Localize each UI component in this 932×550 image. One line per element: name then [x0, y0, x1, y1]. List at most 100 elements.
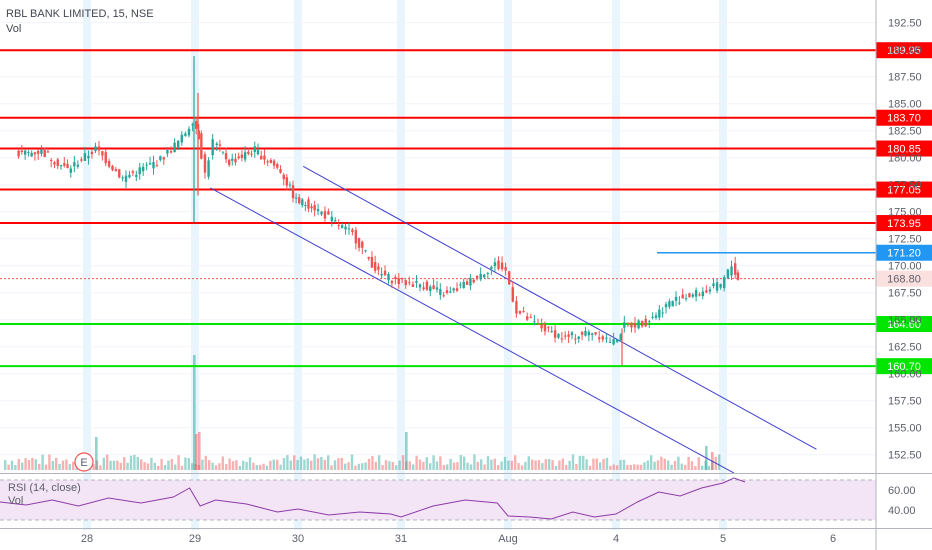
volume-bar — [255, 465, 258, 470]
candle-body — [616, 339, 619, 342]
volume-bar — [92, 464, 95, 470]
volume-bar — [507, 460, 510, 470]
candle-body — [626, 322, 630, 324]
candle-body — [715, 282, 719, 291]
volume-bar — [384, 460, 388, 470]
candle-body — [266, 161, 269, 163]
candle-body — [452, 288, 455, 291]
candle-body — [637, 320, 640, 329]
candle-body — [272, 160, 276, 166]
candle-body — [594, 332, 597, 335]
volume-bar — [673, 460, 677, 470]
candle-body — [135, 174, 138, 177]
candle-body — [511, 287, 514, 302]
candle-body — [347, 228, 351, 230]
candle-body — [630, 322, 633, 328]
candle-body — [94, 146, 97, 152]
volume-bar — [585, 459, 588, 470]
volume-bar — [24, 458, 27, 470]
volume-bar — [483, 464, 486, 470]
volume-bar — [102, 457, 105, 470]
candle-body — [260, 155, 263, 160]
volume-bar — [344, 463, 347, 470]
candle-body — [59, 165, 63, 167]
rsi-tick-label: 40.00 — [888, 505, 916, 517]
candle-body — [33, 152, 37, 155]
candle-body — [180, 134, 183, 143]
candle-body — [380, 273, 383, 276]
volume-bar — [184, 457, 187, 470]
candle-body — [288, 184, 292, 186]
volume-bar — [316, 458, 320, 470]
volume-bar — [418, 459, 422, 470]
volume-bar — [503, 456, 507, 470]
resistance-line-tag — [876, 140, 932, 157]
session-band — [83, 0, 91, 530]
volume-bar — [347, 462, 350, 470]
candle-body — [432, 285, 435, 289]
volume-bar — [527, 456, 530, 470]
volume-spike — [193, 355, 196, 470]
price-tick-label: 170.00 — [888, 261, 922, 273]
candle-body — [247, 151, 250, 154]
candle-body — [390, 281, 394, 284]
candle-body — [207, 160, 210, 177]
volume-bar — [72, 461, 75, 470]
candle-body — [215, 143, 218, 145]
candle-body — [166, 150, 169, 154]
volume-bar — [177, 455, 180, 470]
candle-body — [263, 155, 266, 160]
session-band — [294, 0, 302, 530]
volume-bar — [558, 460, 561, 470]
candle-body — [570, 332, 574, 336]
volume-spike — [95, 437, 98, 470]
volume-bar — [21, 462, 24, 470]
candle-body — [279, 169, 282, 173]
volume-bar — [452, 462, 456, 470]
candle-body — [224, 153, 228, 160]
price-tick-label: 152.50 — [888, 450, 922, 462]
volume-bar — [211, 462, 214, 470]
volume-bar — [677, 456, 680, 470]
volume-bar — [44, 464, 48, 470]
volume-bar — [350, 454, 354, 470]
volume-bar — [690, 461, 694, 470]
candle-body — [243, 152, 247, 160]
candle-body — [373, 262, 377, 271]
candle-body — [439, 289, 442, 295]
last-price-label: 168.80 — [887, 274, 921, 286]
candle-body — [418, 284, 422, 288]
candle-body — [623, 322, 626, 328]
volume-bar — [398, 460, 401, 470]
volume-bar — [51, 460, 54, 470]
candle-body — [69, 168, 72, 173]
price-tick-label: 187.50 — [888, 72, 922, 84]
candle-body — [533, 321, 536, 323]
volume-spike — [405, 432, 408, 470]
candle-body — [580, 331, 584, 335]
volume-bar — [313, 454, 316, 470]
blue-level-tag — [876, 244, 932, 261]
volume-bar — [306, 458, 309, 470]
volume-bar — [510, 460, 513, 470]
volume-bar — [459, 454, 462, 470]
volume-bar — [109, 460, 112, 470]
volume-bar — [174, 464, 177, 470]
candle-body — [577, 336, 580, 339]
volume-bar — [276, 459, 279, 470]
volume-bar — [354, 465, 357, 470]
price-tick-label: 185.00 — [888, 99, 922, 111]
candle-body — [316, 209, 320, 212]
candle-body — [118, 169, 121, 178]
volume-bar — [473, 454, 476, 470]
volume-bar — [500, 461, 503, 470]
candle-body — [684, 298, 688, 300]
candle-body — [490, 266, 493, 270]
candle-body — [633, 323, 637, 328]
price-tick-label: 157.50 — [888, 396, 922, 408]
volume-bar — [201, 459, 204, 470]
candle-body — [557, 333, 560, 338]
volume-bar — [616, 465, 619, 470]
rsi-title: RSI (14, close) — [8, 482, 81, 494]
